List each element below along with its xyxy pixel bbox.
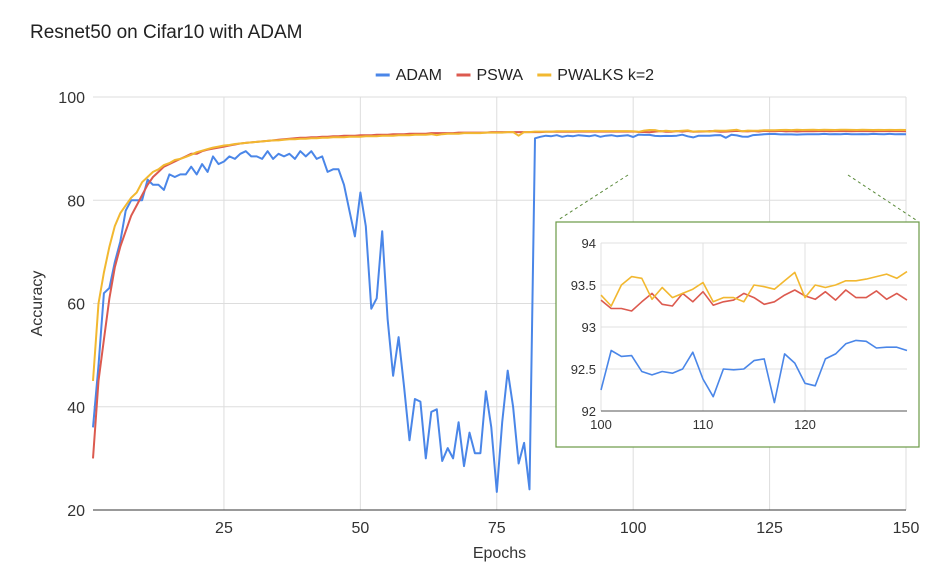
x-tick-label: 100 [620,520,647,537]
legend-label: PWALKS k=2 [557,67,654,84]
legend-item: ADAM [375,67,442,84]
x-tick-label: 75 [488,520,506,537]
x-tick-label: 150 [893,520,920,537]
y-tick-label: 60 [67,297,85,314]
inset-chart: 92 92.5 93 93.5 94 100 110 120 [555,221,920,448]
inset-y-tick-label: 92.5 [571,362,596,377]
inset-y-tick-label: 93.5 [571,278,596,293]
inset-x-tick-label: 120 [794,417,816,432]
series-line-adam [92,132,907,493]
inset-series-line-pswa [600,289,908,312]
y-tick-label: 80 [67,193,85,210]
inset-x-tick-label: 100 [590,417,612,432]
legend: ADAM PSWA PWALKS k=2 [375,67,654,84]
inset-series-line-pwalks-k-2 [600,270,908,307]
zoom-connector-right [847,174,917,221]
inset-x-tick-label: 110 [693,417,714,432]
legend-item: PWALKS k=2 [537,67,654,84]
legend-label: PSWA [477,67,524,84]
legend-item: PSWA [456,67,524,84]
series-line-pwalks-k-2 [92,128,907,381]
inset-frame [555,221,920,448]
inset-series-line-adam [600,339,908,404]
y-tick-label: 40 [67,400,85,417]
y-axis-title: Accuracy [29,271,46,337]
chart-title: Resnet50 on Cifar10 with ADAM [30,22,303,43]
x-tick-label: 25 [215,520,233,537]
inset-y-tick-label: 94 [582,236,596,251]
y-tick-label: 100 [58,90,85,107]
x-tick-label: 50 [351,520,369,537]
legend-label: ADAM [396,67,442,84]
inset-y-tick-label: 93 [582,320,596,335]
x-tick-label: 125 [756,520,783,537]
inset-y-tick-label: 92 [582,404,596,419]
x-axis-title: Epochs [473,545,526,562]
y-tick-label: 20 [67,503,85,520]
zoom-connector-left [557,174,629,221]
